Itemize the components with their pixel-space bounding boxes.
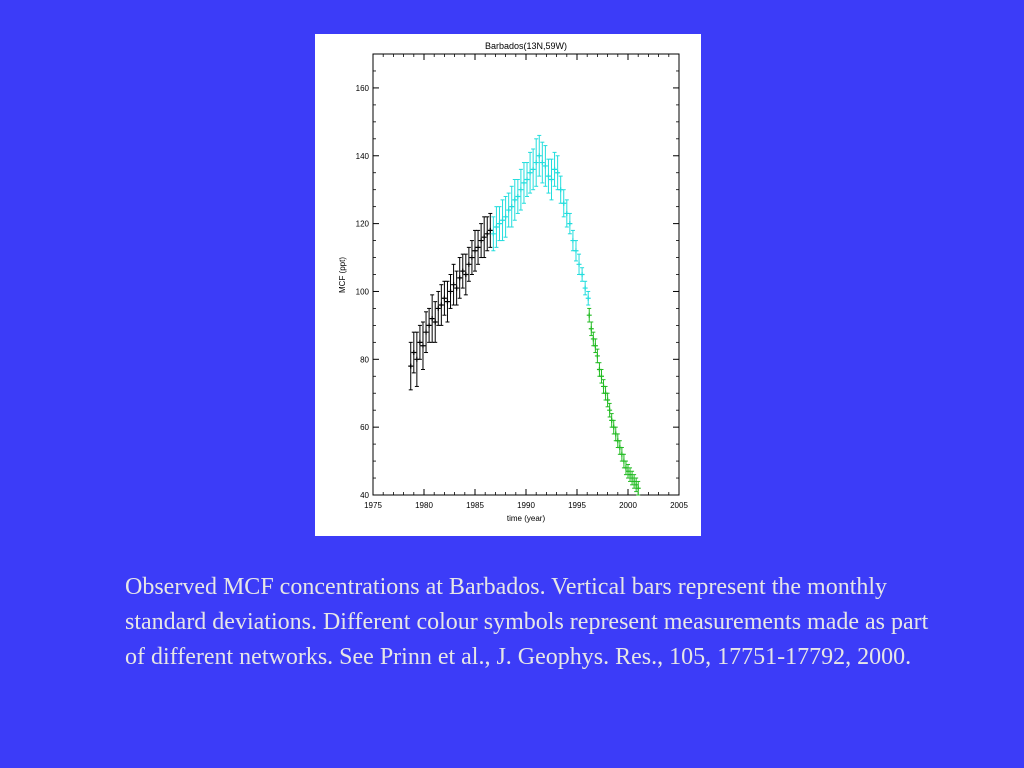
data-point (420, 343, 426, 349)
y-tick-label: 160 (356, 84, 370, 93)
x-axis-label: time (year) (507, 514, 546, 523)
data-point (607, 407, 613, 413)
data-point (586, 312, 592, 318)
y-tick-label: 80 (360, 355, 369, 364)
data-point (582, 285, 588, 291)
data-point (536, 153, 542, 159)
data-point (605, 397, 611, 403)
data-point (500, 217, 506, 223)
data-point (515, 193, 521, 199)
x-tick-label: 1985 (466, 501, 484, 510)
data-point (435, 305, 441, 311)
data-point (585, 295, 591, 301)
data-point (417, 339, 423, 345)
chart-title: Barbados(13N,59W) (485, 41, 567, 51)
x-axis: 1975 1980 1985 1990 1995 2000 2005 (364, 54, 688, 510)
data-point (457, 275, 463, 281)
data-point (579, 272, 585, 277)
plot-frame (372, 53, 680, 496)
data-point (509, 204, 515, 210)
data-point (411, 350, 417, 356)
data-point (524, 177, 530, 183)
data-point (429, 316, 435, 322)
data-point (552, 166, 558, 172)
data-point (555, 170, 561, 176)
data-point (481, 234, 487, 240)
data-point (475, 244, 481, 250)
data-point (635, 485, 641, 491)
data-marks (408, 134, 641, 496)
data-point (503, 214, 509, 220)
data-point (545, 173, 551, 179)
data-point (466, 261, 472, 267)
y-axis: 40 60 80 100 120 140 160 (356, 70, 679, 500)
x-tick-label: 2005 (670, 501, 688, 510)
data-point (472, 248, 478, 254)
data-point (527, 170, 533, 176)
data-point (561, 200, 567, 206)
data-point (542, 163, 548, 169)
data-point (549, 177, 554, 183)
y-tick-label: 40 (360, 491, 369, 500)
data-point (598, 373, 604, 379)
data-point (512, 197, 518, 203)
data-point (539, 160, 545, 166)
data-point (444, 299, 450, 305)
data-point (588, 326, 594, 332)
x-tick-label: 1990 (517, 501, 535, 510)
data-point (518, 187, 524, 193)
mcf-scatter-chart: Barbados(13N,59W) 1975 1980 1985 1990 1995 20… (338, 41, 688, 523)
data-point (423, 329, 429, 335)
series-group (490, 134, 591, 306)
data-point (469, 255, 475, 261)
data-point (484, 231, 490, 237)
x-tick-label: 1995 (568, 501, 586, 510)
y-tick-label: 120 (356, 220, 370, 229)
data-point (521, 180, 527, 186)
data-point (448, 288, 454, 294)
x-tick-label: 2000 (619, 501, 637, 510)
data-point (408, 363, 414, 369)
data-point (594, 353, 600, 359)
caption: Observed MCF concentrations at Barbados.… (125, 574, 929, 670)
data-point (426, 322, 432, 328)
data-point (493, 224, 499, 230)
data-point (451, 282, 457, 288)
data-point (506, 207, 512, 213)
data-point (438, 302, 444, 308)
data-point (432, 319, 438, 325)
data-point (463, 272, 469, 277)
data-point (592, 343, 598, 349)
chart-panel: Barbados(13N,59W) 1975 1980 1985 1990 1995 20… (315, 34, 701, 536)
y-tick-label: 100 (356, 287, 370, 296)
data-point (573, 248, 579, 254)
data-point (496, 221, 502, 227)
data-point (441, 295, 447, 301)
data-point (487, 227, 493, 233)
data-point (533, 160, 539, 166)
data-point (460, 268, 466, 274)
data-point (454, 285, 460, 291)
data-point (478, 238, 484, 244)
data-point (567, 221, 573, 227)
series-group (586, 307, 641, 496)
data-point (530, 166, 536, 172)
x-tick-label: 1980 (415, 501, 433, 510)
y-tick-label: 60 (360, 423, 369, 432)
series-group (408, 212, 493, 391)
y-tick-label: 140 (356, 152, 370, 161)
data-point (490, 231, 496, 237)
x-tick-label: 1975 (364, 501, 382, 510)
data-point (576, 261, 582, 267)
y-axis-label: MCF (ppt) (338, 257, 347, 293)
